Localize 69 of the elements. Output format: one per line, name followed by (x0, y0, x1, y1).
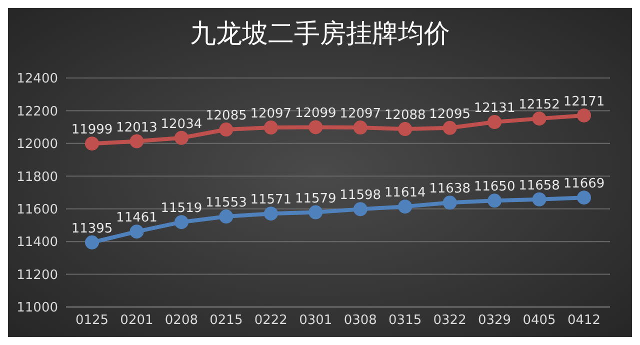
data-label: 11638 (429, 182, 470, 197)
x-tick-label: 0329 (478, 313, 512, 328)
point (532, 192, 546, 206)
data-label: 12171 (563, 94, 605, 110)
point (264, 206, 278, 221)
point (442, 196, 457, 210)
y-tick-label: 12200 (16, 104, 58, 120)
data-label: 11650 (474, 180, 516, 195)
x-tick-label: 0301 (299, 313, 332, 328)
point (308, 120, 323, 134)
x-tick-label: 0201 (120, 313, 154, 328)
data-label: 12097 (340, 106, 382, 122)
data-label: 12095 (429, 106, 470, 122)
data-label: 12013 (116, 120, 158, 136)
y-tick-label: 11600 (16, 202, 58, 218)
data-label: 11598 (340, 188, 382, 204)
point (442, 120, 457, 135)
point (85, 235, 99, 250)
point (174, 215, 188, 230)
point (577, 190, 591, 205)
data-label: 11579 (294, 191, 336, 206)
data-label: 12131 (474, 101, 516, 116)
data-label: 12085 (206, 108, 247, 124)
point (532, 112, 546, 126)
x-tick-label: 0322 (433, 313, 466, 328)
data-label: 11669 (563, 176, 605, 192)
data-label: 11999 (71, 122, 113, 138)
x-tick-label: 0315 (388, 313, 422, 328)
data-label: 11571 (250, 192, 292, 208)
point (353, 120, 368, 135)
y-tick-label: 11400 (16, 235, 58, 250)
point (577, 108, 591, 122)
x-tick-label: 0208 (164, 313, 198, 328)
point (219, 210, 234, 224)
data-label: 11519 (160, 201, 202, 216)
data-label: 11658 (518, 178, 560, 194)
data-label: 12152 (518, 98, 560, 113)
point (488, 115, 502, 129)
point (130, 134, 144, 148)
data-label: 12034 (160, 116, 202, 132)
point (130, 224, 144, 239)
x-tick-label: 0222 (254, 313, 288, 328)
point (174, 130, 188, 145)
data-label: 12099 (294, 106, 336, 122)
point (398, 200, 412, 214)
x-tick-label: 0215 (210, 313, 243, 328)
data-label: 11461 (116, 210, 158, 226)
point (264, 120, 278, 135)
y-tick-label: 11000 (16, 300, 58, 316)
x-tick-label: 0308 (344, 313, 377, 328)
point (398, 122, 412, 136)
data-label: 11553 (206, 196, 247, 211)
point (353, 202, 368, 216)
point (308, 205, 323, 220)
chart-title: 九龙坡二手房挂牌均价 (189, 18, 451, 51)
point (85, 136, 99, 151)
y-tick-label: 11200 (16, 268, 58, 283)
data-label: 11395 (71, 221, 113, 236)
x-tick-label: 0125 (75, 313, 109, 328)
data-label: 12088 (384, 108, 426, 124)
y-tick-label: 11800 (16, 170, 58, 185)
y-tick-label: 12000 (16, 137, 58, 152)
data-label: 11614 (384, 186, 426, 201)
x-tick-label: 0412 (567, 313, 601, 328)
point (488, 194, 502, 208)
point (219, 122, 234, 137)
data-label: 12097 (250, 106, 292, 122)
x-tick-label: 0405 (522, 313, 556, 328)
y-tick-label: 12400 (16, 72, 58, 87)
